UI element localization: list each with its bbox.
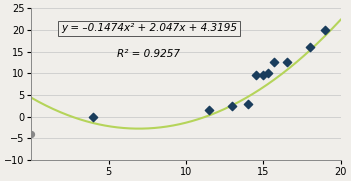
Point [260,74,266,77]
Point [230,104,235,107]
Text: R² = 0.9257: R² = 0.9257 [118,49,180,59]
Point [265,72,271,75]
Point [253,74,258,77]
Point [271,61,277,64]
Point [91,115,96,118]
Point [307,46,312,49]
Point [322,28,328,31]
Point [206,109,212,111]
Point [284,61,289,64]
Text: y = –0.1474x² + 2.047x + 4.3195: y = –0.1474x² + 2.047x + 4.3195 [61,23,237,33]
Point [29,132,34,135]
Point [245,102,251,105]
